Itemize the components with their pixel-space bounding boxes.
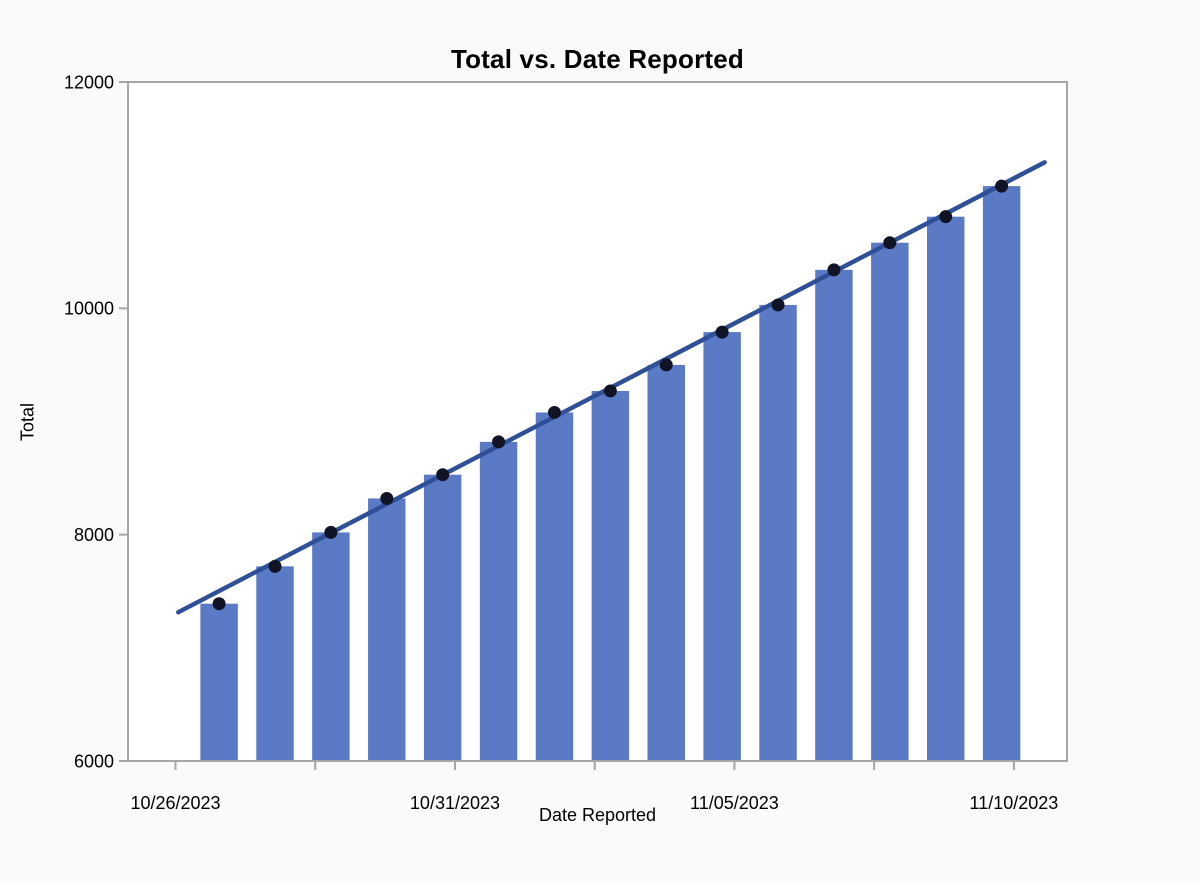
scatter-point: [324, 525, 338, 539]
y-axis-tick-label: 10000: [64, 299, 114, 319]
x-axis-tick-label: 10/31/2023: [410, 793, 500, 813]
scatter-point: [827, 263, 841, 277]
bar: [703, 332, 741, 761]
scatter-point: [939, 210, 953, 224]
bar: [479, 441, 518, 761]
bar: [926, 216, 965, 761]
scatter-point: [547, 405, 561, 419]
chart-title: Total vs. Date Reported: [450, 44, 745, 74]
plot-frame: [127, 81, 1068, 762]
scatter-point: [380, 491, 394, 505]
scatter-point: [715, 325, 729, 339]
x-axis-tick-label: 11/05/2023: [690, 793, 779, 813]
scatter-point: [995, 179, 1009, 193]
bar: [312, 532, 350, 761]
x-axis-tick-label: 10/26/2023: [130, 793, 220, 813]
bar: [535, 412, 574, 761]
scatter-point: [771, 298, 785, 312]
scatter-point: [492, 435, 506, 449]
bar: [591, 390, 630, 761]
scatter-point: [883, 236, 897, 250]
scatter-point: [603, 384, 617, 398]
scatter-point: [436, 468, 450, 482]
bar: [871, 242, 909, 762]
x-axis-title: Date Reported: [538, 805, 657, 825]
y-axis-tick-label: 12000: [64, 72, 114, 92]
scatter-point: [212, 597, 226, 611]
y-axis-tick-label: 8000: [74, 525, 114, 545]
bar: [200, 603, 238, 761]
bar: [423, 474, 462, 761]
bar: [647, 364, 685, 761]
scatter-point: [268, 559, 282, 573]
bar: [759, 304, 797, 761]
bar: [815, 269, 853, 761]
y-axis-tick-label: 6000: [74, 751, 114, 771]
bar: [982, 186, 1021, 761]
scatter-point: [659, 358, 673, 372]
bar: [368, 498, 406, 761]
x-axis-tick-label: 11/10/2023: [970, 793, 1059, 813]
bar: [256, 566, 294, 761]
